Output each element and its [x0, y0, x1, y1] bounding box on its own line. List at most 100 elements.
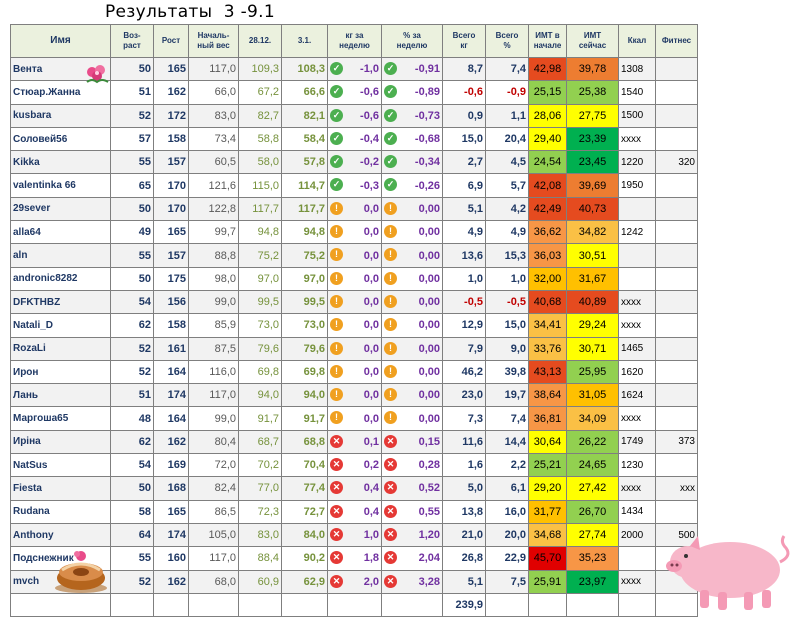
table-row: Rudana 58 165 86,5 72,3 72,7 ✕ 0,4 ✕ 0,55 13,8 16,0… [10, 499, 698, 524]
total-kg-cell: 0,9 [442, 103, 486, 128]
pct-week-cell-value: -0,89 [414, 86, 440, 99]
start-weight-cell: 68,0 [188, 569, 239, 594]
kg-week-cell-value: 0,4 [363, 482, 379, 495]
bmi-start-cell: 36,62 [528, 220, 567, 245]
age-cell: 62 [110, 313, 154, 338]
neutral-circle-icon: ! [330, 201, 343, 215]
flower-icon [86, 65, 109, 84]
results-table: Имя Воз-раст Рост Началь-ный вес 28.12. 3.1. к… [10, 24, 698, 617]
weight-3-1-cell: 73,0 [281, 313, 328, 338]
kg-week-cell-value: 0,0 [363, 319, 379, 332]
check-circle-icon: ✓ [384, 131, 397, 145]
bmi-now-cell: 30,71 [566, 336, 619, 361]
col-start-weight-header: Началь-ный вес [188, 24, 239, 58]
pct-week-cell-value: 0,00 [418, 412, 440, 425]
table-row: Fiesta 50 168 82,4 77,0 77,4 ✕ 0,4 ✕ 0,52 5,0 6,1 29… [10, 476, 698, 501]
age-cell: 64 [110, 522, 154, 548]
kg-week-cell: ! 0,0 [327, 243, 382, 268]
total-empty-cell [566, 592, 619, 617]
weight-3-1-cell: 79,6 [281, 336, 328, 361]
start-weight-cell: 80,4 [188, 429, 239, 455]
neutral-circle-icon: ! [384, 318, 397, 332]
check-circle-icon: ✓ [330, 178, 343, 192]
weight-28-12-cell: 117,7 [238, 196, 282, 222]
total-kg-cell: 23,0 [442, 383, 486, 408]
fitness-cell [655, 126, 698, 152]
member-name: Стюар.Жанна [10, 80, 111, 105]
bmi-now-cell: 39,78 [566, 56, 619, 82]
height-cell: 158 [153, 126, 189, 152]
height-cell: 170 [153, 173, 189, 198]
kcal-cell: 1308 [618, 56, 656, 82]
member-name: Kikka [10, 150, 111, 175]
pct-week-cell-value: 0,00 [418, 249, 440, 262]
col-bmi-now-header: ИМТ сейчас [566, 24, 619, 58]
table-row: Kikka 55 157 60,5 58,0 57,8 ✓ -0,2 ✓ -0,34 2,7 4,5 2… [10, 150, 698, 175]
bmi-now-cell: 23,97 [566, 569, 619, 594]
start-weight-cell: 99,7 [188, 220, 239, 245]
pct-week-cell-value: 0,00 [418, 296, 440, 309]
table-row: Natali_D 62 158 85,9 73,0 73,0! 0,0! 0,00 12,9 15… [10, 313, 698, 338]
kcal-cell: xxxx [618, 289, 656, 315]
kg-week-cell: ✕ 2,0 [327, 569, 382, 594]
start-weight-cell: 116,0 [188, 359, 239, 385]
kg-week-cell: ✓ -0,6 [327, 103, 382, 128]
weight-28-12-cell: 109,3 [238, 56, 282, 82]
weight-28-12-cell: 75,2 [238, 243, 282, 268]
fitness-cell [655, 80, 698, 105]
weight-3-1-cell: 58,4 [281, 126, 328, 152]
kcal-cell [618, 266, 656, 291]
height-cell: 170 [153, 196, 189, 222]
total-kg-cell: 6,9 [442, 173, 486, 198]
member-name: Rudana [10, 499, 111, 524]
pct-week-cell: ✓ -0,89 [381, 80, 443, 105]
weight-3-1-cell: 82,1 [281, 103, 328, 128]
kcal-cell: 1242 [618, 220, 656, 245]
kcal-cell: xxxx [618, 476, 656, 501]
height-cell: 165 [153, 220, 189, 245]
weight-3-1-cell: 90,2 [281, 546, 328, 571]
kg-week-cell-value: -0,6 [360, 109, 379, 122]
col-weight-28-12-header: 28.12. [238, 24, 282, 58]
bmi-start-cell: 29,40 [528, 126, 567, 152]
member-name: Natali_D [10, 313, 111, 338]
fitness-cell [655, 453, 698, 478]
bmi-now-cell: 23,45 [566, 150, 619, 175]
bmi-start-cell: 45,70 [528, 546, 567, 571]
total-kg-cell: 11,6 [442, 429, 486, 455]
kg-week-cell: ! 0,0 [327, 313, 382, 338]
height-cell: 162 [153, 80, 189, 105]
bmi-start-cell: 30,64 [528, 429, 567, 455]
total-empty-cell [528, 592, 567, 617]
age-cell: 52 [110, 359, 154, 385]
bmi-start-cell: 38,64 [528, 383, 567, 408]
weight-3-1-cell: 94,8 [281, 220, 328, 245]
kcal-cell: 1749 [618, 429, 656, 455]
weight-3-1-cell: 72,7 [281, 499, 328, 524]
kcal-cell [618, 243, 656, 268]
table-row: 29sever 50 170 122,8 117,7 117,7! 0,0! 0,00 5,1 4… [10, 196, 698, 222]
bmi-start-cell: 34,68 [528, 522, 567, 548]
weight-28-12-cell: 58,0 [238, 150, 282, 175]
total-pct-cell: -0,9 [485, 80, 529, 105]
bmi-start-cell: 40,68 [528, 289, 567, 315]
total-kg-cell: 7,3 [442, 406, 486, 431]
check-circle-icon: ✓ [330, 62, 343, 75]
weight-3-1-cell: 66,6 [281, 80, 328, 105]
kg-week-cell: ! 0,0 [327, 359, 382, 385]
height-cell: 157 [153, 150, 189, 175]
cross-circle-icon: ✕ [384, 551, 397, 565]
weight-3-1-cell: 108,3 [281, 56, 328, 82]
check-circle-icon: ✓ [330, 131, 343, 145]
table-row: Лань 51 174 117,0 94,0 94,0! 0,0! 0,00 23,0 19,7 3… [10, 383, 698, 408]
kcal-cell: 1950 [618, 173, 656, 198]
weight-3-1-cell: 97,0 [281, 266, 328, 291]
bmi-now-cell: 39,69 [566, 173, 619, 198]
start-weight-cell: 82,4 [188, 476, 239, 501]
neutral-circle-icon: ! [330, 411, 343, 425]
member-name: Лань [10, 383, 111, 408]
table-row: valentinka 66 65 170 121,6 115,0 114,7 ✓ -0,3 ✓ -… [10, 173, 698, 198]
age-cell: 65 [110, 173, 154, 198]
total-kg-cell: 13,6 [442, 243, 486, 268]
height-cell: 164 [153, 359, 189, 385]
